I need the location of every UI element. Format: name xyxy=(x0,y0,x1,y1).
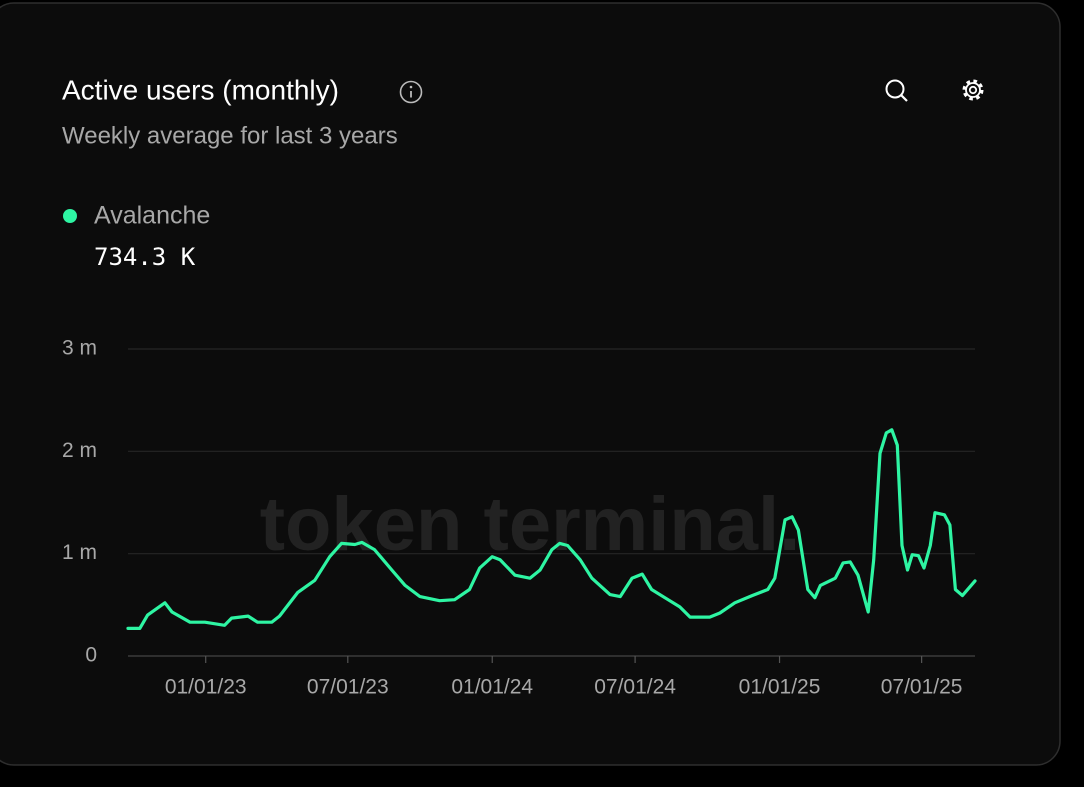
x-tick-label: 07/01/25 xyxy=(881,676,963,699)
x-tick-label: 07/01/24 xyxy=(594,676,676,699)
info-icon[interactable] xyxy=(399,80,423,104)
watermark: token terminal. xyxy=(260,482,801,567)
legend-swatch xyxy=(63,209,77,223)
chart-title: Active users (monthly) xyxy=(62,74,339,105)
x-tick-label: 01/01/24 xyxy=(451,676,533,699)
card xyxy=(0,2,1061,766)
series-line xyxy=(126,428,977,630)
y-tick-label: 1 m xyxy=(62,541,97,564)
x-tick-label: 01/01/25 xyxy=(739,676,821,699)
y-tick-label: 2 m xyxy=(62,439,97,462)
y-tick-label: 0 xyxy=(85,644,97,667)
y-tick-label: 3 m xyxy=(62,337,97,360)
chart-subtitle: Weekly average for last 3 years xyxy=(62,122,398,149)
x-tick-label: 07/01/23 xyxy=(307,676,389,699)
search-icon[interactable] xyxy=(885,79,908,102)
x-tick-label: 01/01/23 xyxy=(165,676,247,699)
settings-icon[interactable] xyxy=(962,79,984,101)
latest-value: 734.3 K xyxy=(94,243,196,271)
legend-label: Avalanche xyxy=(94,202,210,230)
